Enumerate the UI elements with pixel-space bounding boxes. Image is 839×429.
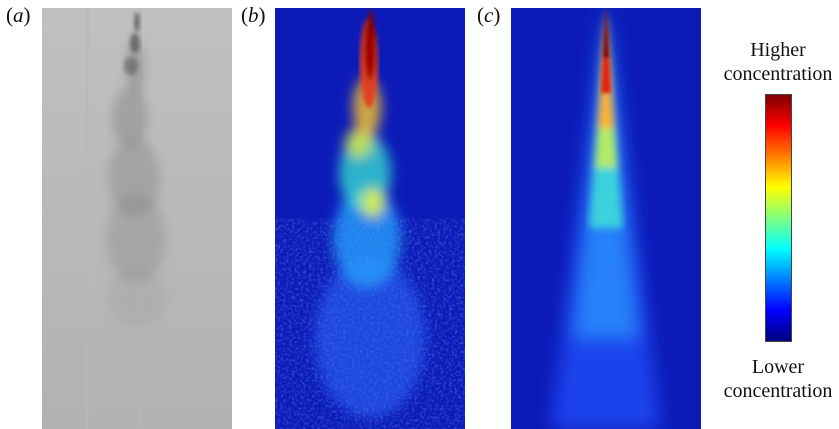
panel-label-b: (b) [241, 3, 266, 27]
colorbar-low-label: Lower concentration [723, 356, 833, 402]
panel-label-c: (c) [477, 3, 501, 27]
panel-label-a: (a) [6, 3, 31, 27]
colorbar [765, 94, 792, 342]
time-averaged-concentration-image [511, 8, 701, 429]
instantaneous-concentration-image [275, 8, 465, 429]
grayscale-plume-image [42, 8, 232, 429]
colorbar-high-label: Higher concentration [723, 39, 833, 85]
